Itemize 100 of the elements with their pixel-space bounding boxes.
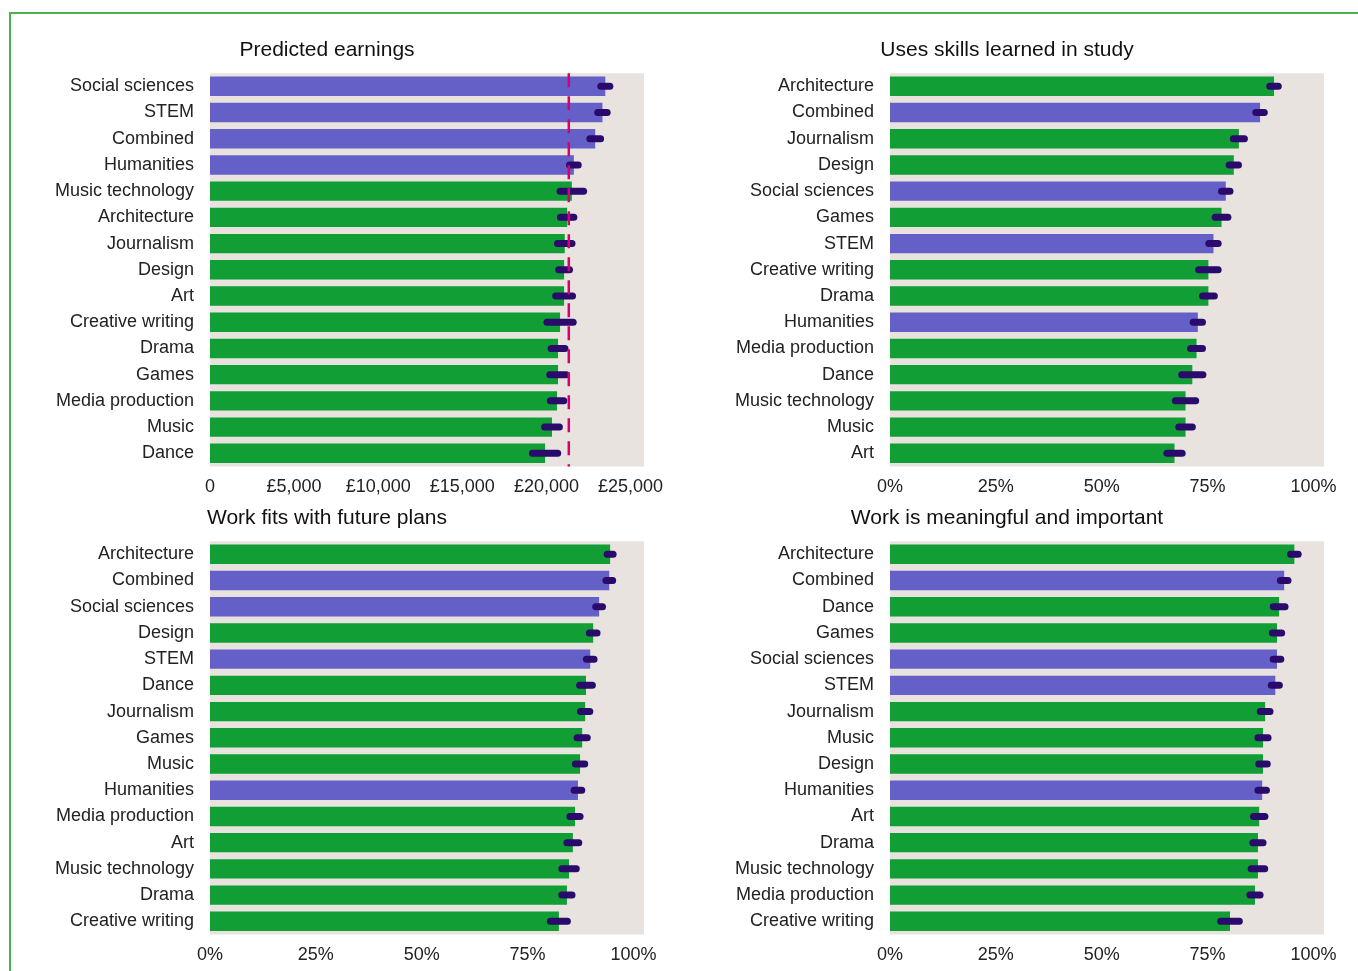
y-tick-label: Social sciences: [69, 595, 194, 616]
y-tick-label: Drama: [139, 884, 195, 905]
x-tick-label: 0%: [876, 476, 904, 497]
y-tick-label: Music technology: [734, 389, 874, 410]
y-tick-label: Art: [170, 284, 194, 305]
bar: [210, 364, 559, 385]
bar: [210, 312, 561, 332]
x-tick-label: 75%: [1189, 476, 1226, 497]
y-tick-label: Music: [146, 416, 194, 437]
bar: [210, 286, 565, 306]
y-tick-label: Design: [817, 153, 874, 174]
y-tick-label: Architecture: [777, 75, 874, 96]
y-tick-label: Design: [817, 752, 874, 773]
bar: [210, 155, 574, 175]
bar: [890, 129, 1239, 149]
x-tick-label: 100%: [1290, 476, 1337, 497]
bar: [890, 312, 1198, 332]
x-tick-label: 25%: [297, 944, 334, 965]
x-tick-label: 25%: [977, 476, 1014, 497]
y-tick-label: Media production: [735, 337, 874, 358]
bar: [210, 443, 546, 463]
y-tick-label: STEM: [823, 232, 874, 253]
y-tick-label: Dance: [821, 595, 874, 616]
y-tick-label: Architecture: [97, 543, 194, 564]
y-tick-label: Humanities: [783, 779, 874, 800]
x-tick-label: 50%: [1083, 476, 1120, 497]
x-tick-label: 50%: [1083, 944, 1120, 965]
x-tick-label: £10,000: [345, 476, 411, 497]
bar: [890, 207, 1222, 228]
y-tick-label: STEM: [143, 101, 194, 122]
bar: [890, 286, 1209, 306]
y-tick-label: Music: [826, 726, 874, 747]
x-tick-label: £5,000: [266, 476, 322, 497]
y-tick-label: Design: [137, 258, 194, 279]
bar: [210, 233, 565, 254]
y-tick-label: Creative writing: [69, 311, 194, 332]
y-tick-label: Drama: [819, 831, 875, 852]
bar: [210, 129, 596, 149]
y-tick-label: Media production: [735, 884, 874, 905]
bar: [890, 76, 1275, 97]
y-tick-label: Combined: [111, 127, 194, 148]
bar: [890, 443, 1175, 463]
y-tick-label: Games: [815, 206, 874, 227]
y-tick-label: Journalism: [106, 232, 194, 253]
y-tick-label: Art: [850, 442, 874, 463]
x-tick-label: £25,000: [598, 476, 664, 497]
y-tick-label: Journalism: [786, 700, 874, 721]
y-tick-label: Creative writing: [749, 910, 874, 931]
y-tick-label: Dance: [821, 363, 874, 384]
y-tick-label: Social sciences: [69, 75, 194, 96]
y-tick-label: STEM: [823, 674, 874, 695]
x-tick-label: 0: [204, 476, 216, 497]
x-tick-label: 50%: [403, 944, 440, 965]
y-tick-label: Humanities: [783, 311, 874, 332]
x-tick-label: 75%: [509, 944, 546, 965]
x-tick-label: £15,000: [429, 476, 495, 497]
y-tick-label: Media production: [55, 389, 194, 410]
y-tick-label: Music technology: [54, 857, 194, 878]
y-tick-label: Games: [135, 726, 194, 747]
x-tick-label: 100%: [610, 944, 657, 965]
y-tick-label: STEM: [143, 648, 194, 669]
x-tick-label: 100%: [1290, 944, 1337, 965]
y-tick-label: Music: [826, 416, 874, 437]
y-tick-label: Journalism: [106, 700, 194, 721]
bar: [890, 260, 1209, 280]
y-tick-label: Art: [170, 831, 194, 852]
x-tick-label: £20,000: [513, 476, 579, 497]
x-tick-label: 25%: [977, 944, 1014, 965]
y-tick-label: Architecture: [97, 206, 194, 227]
y-tick-label: Music: [146, 752, 194, 773]
chart-title: Uses skills learned in study: [880, 37, 1135, 61]
bar: [890, 102, 1261, 123]
y-tick-label: Social sciences: [749, 180, 874, 201]
bar: [890, 233, 1214, 254]
y-tick-label: Humanities: [103, 153, 194, 174]
bar: [210, 338, 559, 359]
bar: [890, 155, 1234, 175]
x-tick-label: 75%: [1189, 944, 1226, 965]
bar: [210, 181, 572, 201]
y-tick-label: Dance: [141, 674, 194, 695]
y-tick-label: Media production: [55, 805, 194, 826]
y-tick-label: Games: [135, 363, 194, 384]
y-tick-label: Art: [850, 805, 874, 826]
bar: [890, 417, 1186, 437]
bar: [210, 207, 568, 228]
y-tick-label: Dance: [141, 442, 194, 463]
chart-title: Work fits with future plans: [206, 505, 448, 529]
y-tick-label: Design: [137, 621, 194, 642]
y-tick-label: Journalism: [786, 127, 874, 148]
y-tick-label: Architecture: [777, 543, 874, 564]
y-tick-label: Combined: [791, 569, 874, 590]
y-tick-label: Drama: [139, 337, 195, 358]
bar: [210, 102, 603, 123]
chart-title: Work is meaningful and important: [850, 505, 1164, 529]
x-tick-label: 0%: [196, 944, 224, 965]
y-tick-label: Social sciences: [749, 648, 874, 669]
y-tick-label: Combined: [111, 569, 194, 590]
y-tick-label: Humanities: [103, 779, 194, 800]
y-tick-label: Games: [815, 621, 874, 642]
bar: [890, 338, 1197, 359]
